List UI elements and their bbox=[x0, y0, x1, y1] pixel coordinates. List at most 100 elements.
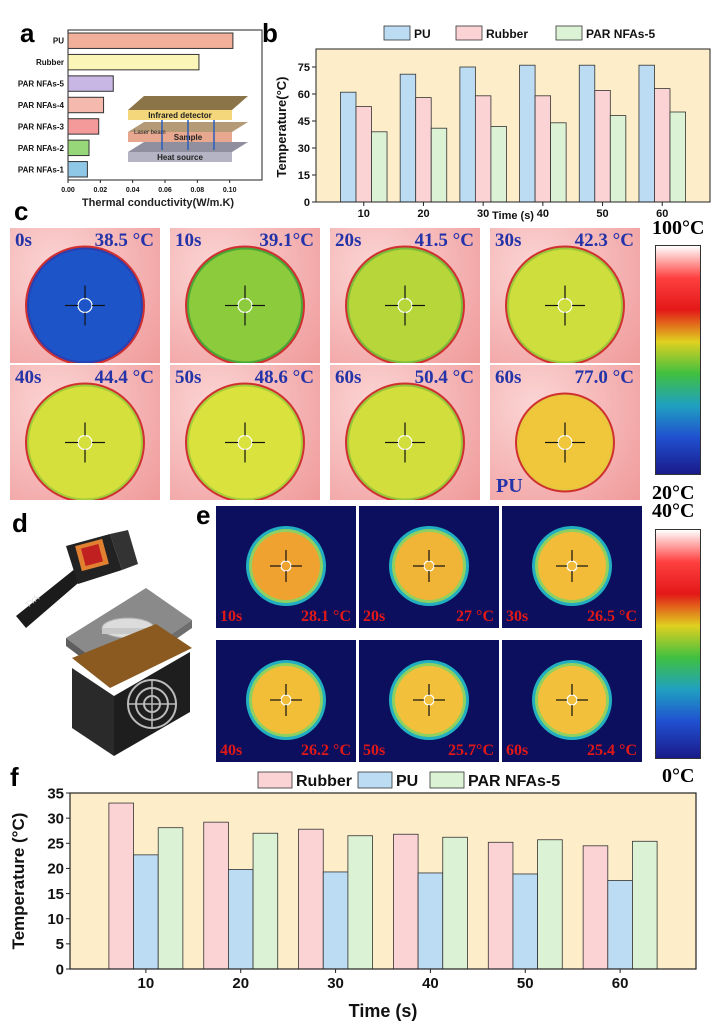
panel-label-e: e bbox=[196, 500, 211, 530]
a-category-label: PU bbox=[53, 37, 64, 46]
f-legend-entry: PU bbox=[396, 773, 418, 790]
b-bars-bar-2-1 bbox=[474, 95, 492, 203]
f-yticks-label: 30 bbox=[47, 810, 64, 827]
f-bars-bar-4-2 bbox=[537, 839, 563, 970]
tile-time-label: 0s bbox=[15, 230, 32, 251]
b-yticks-label: 75 bbox=[298, 62, 310, 74]
f-xticks-label: 10 bbox=[138, 975, 155, 992]
f-xlabel: Time (s) bbox=[349, 1001, 418, 1021]
a-xtick-label: 0.04 bbox=[126, 187, 140, 194]
temperature-heating-chart: PU Rubber PAR NFAs-5 0 15 30 45 60 75 10 20 30 40 5… bbox=[274, 25, 711, 222]
a-xtick-label: 0.00 bbox=[61, 187, 75, 194]
f-yticks-label: 0 bbox=[56, 961, 64, 978]
f-xticks-label: 40 bbox=[422, 975, 439, 992]
thermal-tile-c-6: 60s 50.4 °C bbox=[330, 365, 480, 500]
tile-temperature-label: 77.0 °C bbox=[574, 367, 634, 388]
b-ylabel: Temperature(°C) bbox=[274, 76, 289, 177]
b-xticks-label: 50 bbox=[596, 208, 608, 220]
b-yticks-label: 30 bbox=[298, 143, 310, 155]
a-xtick-label: 0.08 bbox=[191, 187, 205, 194]
b-legend-swatch-1 bbox=[455, 25, 483, 41]
colorbar-c-max: 100°C bbox=[652, 217, 705, 239]
b-bars-bar-0-1 bbox=[355, 106, 372, 203]
b-bars-bar-4-1 bbox=[594, 90, 611, 203]
a-category-label: PAR NFAs-4 bbox=[18, 101, 65, 110]
panel-label-b: b bbox=[262, 18, 278, 48]
b-yticks-label: 15 bbox=[298, 170, 310, 182]
a-xtick-label: 0.10 bbox=[223, 187, 237, 194]
a-xtick-label: 0.06 bbox=[158, 187, 172, 194]
tile-temperature-label: 25.7°C bbox=[448, 742, 494, 759]
b-bars-bar-3-0 bbox=[519, 64, 536, 203]
f-legend-entry: Rubber bbox=[296, 773, 352, 790]
b-legend-swatch-2 bbox=[555, 25, 583, 41]
thermal-tile-c-7: 60s 77.0 °C PU bbox=[490, 365, 640, 500]
b-legend-entry: PAR NFAs-5 bbox=[586, 27, 655, 41]
b-xlabel: Time (s) bbox=[492, 210, 534, 222]
colorbar-c bbox=[655, 245, 701, 475]
inset-heatsource-label: Heat source bbox=[157, 153, 203, 162]
b-bars-bar-5-0 bbox=[638, 64, 655, 203]
tile-time-label: 60s bbox=[506, 742, 529, 759]
tile-temperature-label: 27 °C bbox=[456, 608, 494, 625]
f-yticks-label: 35 bbox=[47, 785, 64, 802]
thermal-tile-e-3: 40s 26.2 °C bbox=[216, 640, 356, 762]
f-bars-bar-0-2 bbox=[157, 827, 184, 970]
colorbar-e-min: 0°C bbox=[662, 765, 695, 787]
f-bars-bar-4-0 bbox=[487, 841, 514, 970]
f-bars-bar-1-0 bbox=[203, 821, 229, 970]
b-bars-bar-1-0 bbox=[399, 73, 417, 203]
f-bars-bar-3-0 bbox=[393, 833, 419, 970]
tile-temperature-label: 39.1°C bbox=[259, 230, 314, 251]
thermal-tile-c-2: 20s 41.5 °C bbox=[330, 228, 480, 363]
f-xticks-label: 50 bbox=[517, 975, 534, 992]
a-bar-1 bbox=[67, 53, 200, 71]
f-xticks-label: 20 bbox=[232, 975, 249, 992]
b-legend-entry: PU bbox=[414, 27, 431, 41]
a-bar-5 bbox=[67, 139, 90, 157]
tile-time-label: 40s bbox=[15, 367, 42, 388]
panel-label-a: a bbox=[20, 18, 35, 48]
f-bars-bar-4-1 bbox=[512, 873, 539, 970]
tile-time-label: 10s bbox=[175, 230, 202, 251]
b-bars-bar-3-1 bbox=[534, 95, 552, 203]
b-bars-bar-4-2 bbox=[609, 115, 627, 203]
panel-label-c: c bbox=[14, 196, 29, 226]
b-xticks-label: 30 bbox=[477, 208, 489, 220]
f-legend-swatch-2 bbox=[429, 771, 465, 789]
b-xticks-label: 40 bbox=[537, 208, 549, 220]
b-yticks-label: 60 bbox=[298, 89, 310, 101]
tile-time-label: 30s bbox=[495, 230, 522, 251]
thermal-tile-c-1: 10s 39.1°C bbox=[170, 228, 320, 363]
b-xticks-label: 60 bbox=[656, 208, 668, 220]
b-bars-bar-5-1 bbox=[654, 88, 671, 203]
a-category-label: PAR NFAs-3 bbox=[18, 122, 65, 131]
tile-temperature-label: 48.6 °C bbox=[254, 367, 314, 388]
thermal-tile-e-2: 30s 26.5 °C bbox=[502, 506, 642, 628]
f-yticks-label: 5 bbox=[56, 936, 64, 953]
f-bars-bar-2-2 bbox=[347, 835, 373, 970]
thermal-tile-e-0: 10s 28.1 °C bbox=[216, 506, 356, 628]
device-photo: TYA bbox=[16, 530, 192, 756]
b-bars-bar-1-2 bbox=[430, 127, 448, 203]
a-bar-0 bbox=[67, 32, 234, 49]
b-bars-bar-0-0 bbox=[340, 91, 357, 203]
b-bars-bar-0-2 bbox=[371, 131, 388, 203]
tile-time-label: 20s bbox=[363, 608, 386, 625]
tile-temperature-label: 41.5 °C bbox=[414, 230, 474, 251]
f-legend-swatch-0 bbox=[257, 771, 293, 789]
thermal-tile-e-1: 20s 27 °C bbox=[359, 506, 499, 628]
thermal-conductivity-chart: PU Rubber PAR NFAs-5 PAR NFAs-4 PAR NFAs-3 PA… bbox=[18, 29, 263, 209]
tile-material-label: PU bbox=[496, 475, 523, 497]
tile-time-label: 20s bbox=[335, 230, 362, 251]
f-bars-bar-1-1 bbox=[227, 869, 254, 970]
tile-temperature-label: 44.4 °C bbox=[94, 367, 154, 388]
colorbar-e-max: 40°C bbox=[652, 500, 695, 522]
panel-label-d: d bbox=[12, 508, 28, 538]
b-legend-swatch-0 bbox=[383, 25, 411, 41]
f-legend-swatch-1 bbox=[357, 771, 393, 789]
thermal-tile-c-3: 30s 42.3 °C bbox=[490, 228, 640, 363]
f-xticks-label: 60 bbox=[612, 975, 629, 992]
thermal-tile-e-5: 60s 25.4 °C bbox=[502, 640, 642, 762]
a-bar-2 bbox=[67, 75, 114, 92]
